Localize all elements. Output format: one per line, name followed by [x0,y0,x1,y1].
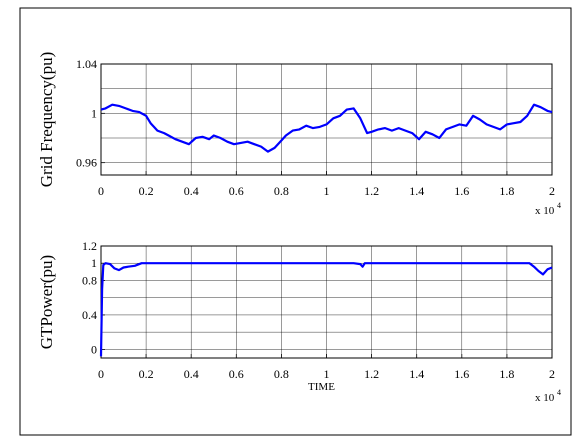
x-tick-label: 0.2 [139,184,154,198]
x-tick-label: 0 [98,367,104,381]
x-tick-label: 1.2 [364,184,379,198]
x-tick-label: 1.6 [454,367,469,381]
x-tick-label: 1.2 [364,367,379,381]
y-axis-label: GTPower(pu) [37,255,56,349]
x-exponent-power: 4 [557,201,561,210]
x-axis-label: TIME [308,381,335,393]
y-axis-label: Grid Frequency(pu) [37,52,56,188]
y-tick-label: 1.2 [82,239,97,253]
x-tick-label: 0.2 [139,367,154,381]
x-exponent-label: x 10 [535,205,555,217]
x-tick-label: 1.4 [409,367,424,381]
y-tick-label: 0.96 [76,156,97,170]
x-exponent-label: x 10 [535,392,555,404]
y-tick-label: 1 [91,256,97,270]
y-tick-label: 0.8 [82,273,97,287]
y-tick-label: 0 [91,342,97,356]
x-tick-label: 1.4 [409,184,424,198]
x-tick-label: 0.4 [184,367,199,381]
x-tick-label: 1.6 [454,184,469,198]
y-tick-label: 1.04 [76,57,97,71]
x-tick-label: 1.8 [499,367,514,381]
x-tick-label: 0 [98,184,104,198]
x-tick-label: 2 [549,367,555,381]
x-tick-label: 0.8 [274,367,289,381]
x-tick-label: 1 [324,184,330,198]
x-tick-label: 1 [324,367,330,381]
x-tick-label: 1.8 [499,184,514,198]
x-tick-label: 0.4 [184,184,199,198]
x-tick-label: 0.6 [229,367,244,381]
y-tick-label: 0.4 [82,308,97,322]
x-tick-label: 2 [549,184,555,198]
x-exponent-power: 4 [557,388,561,397]
y-tick-label: 1 [91,106,97,120]
x-tick-label: 0.8 [274,184,289,198]
x-tick-label: 0.6 [229,184,244,198]
